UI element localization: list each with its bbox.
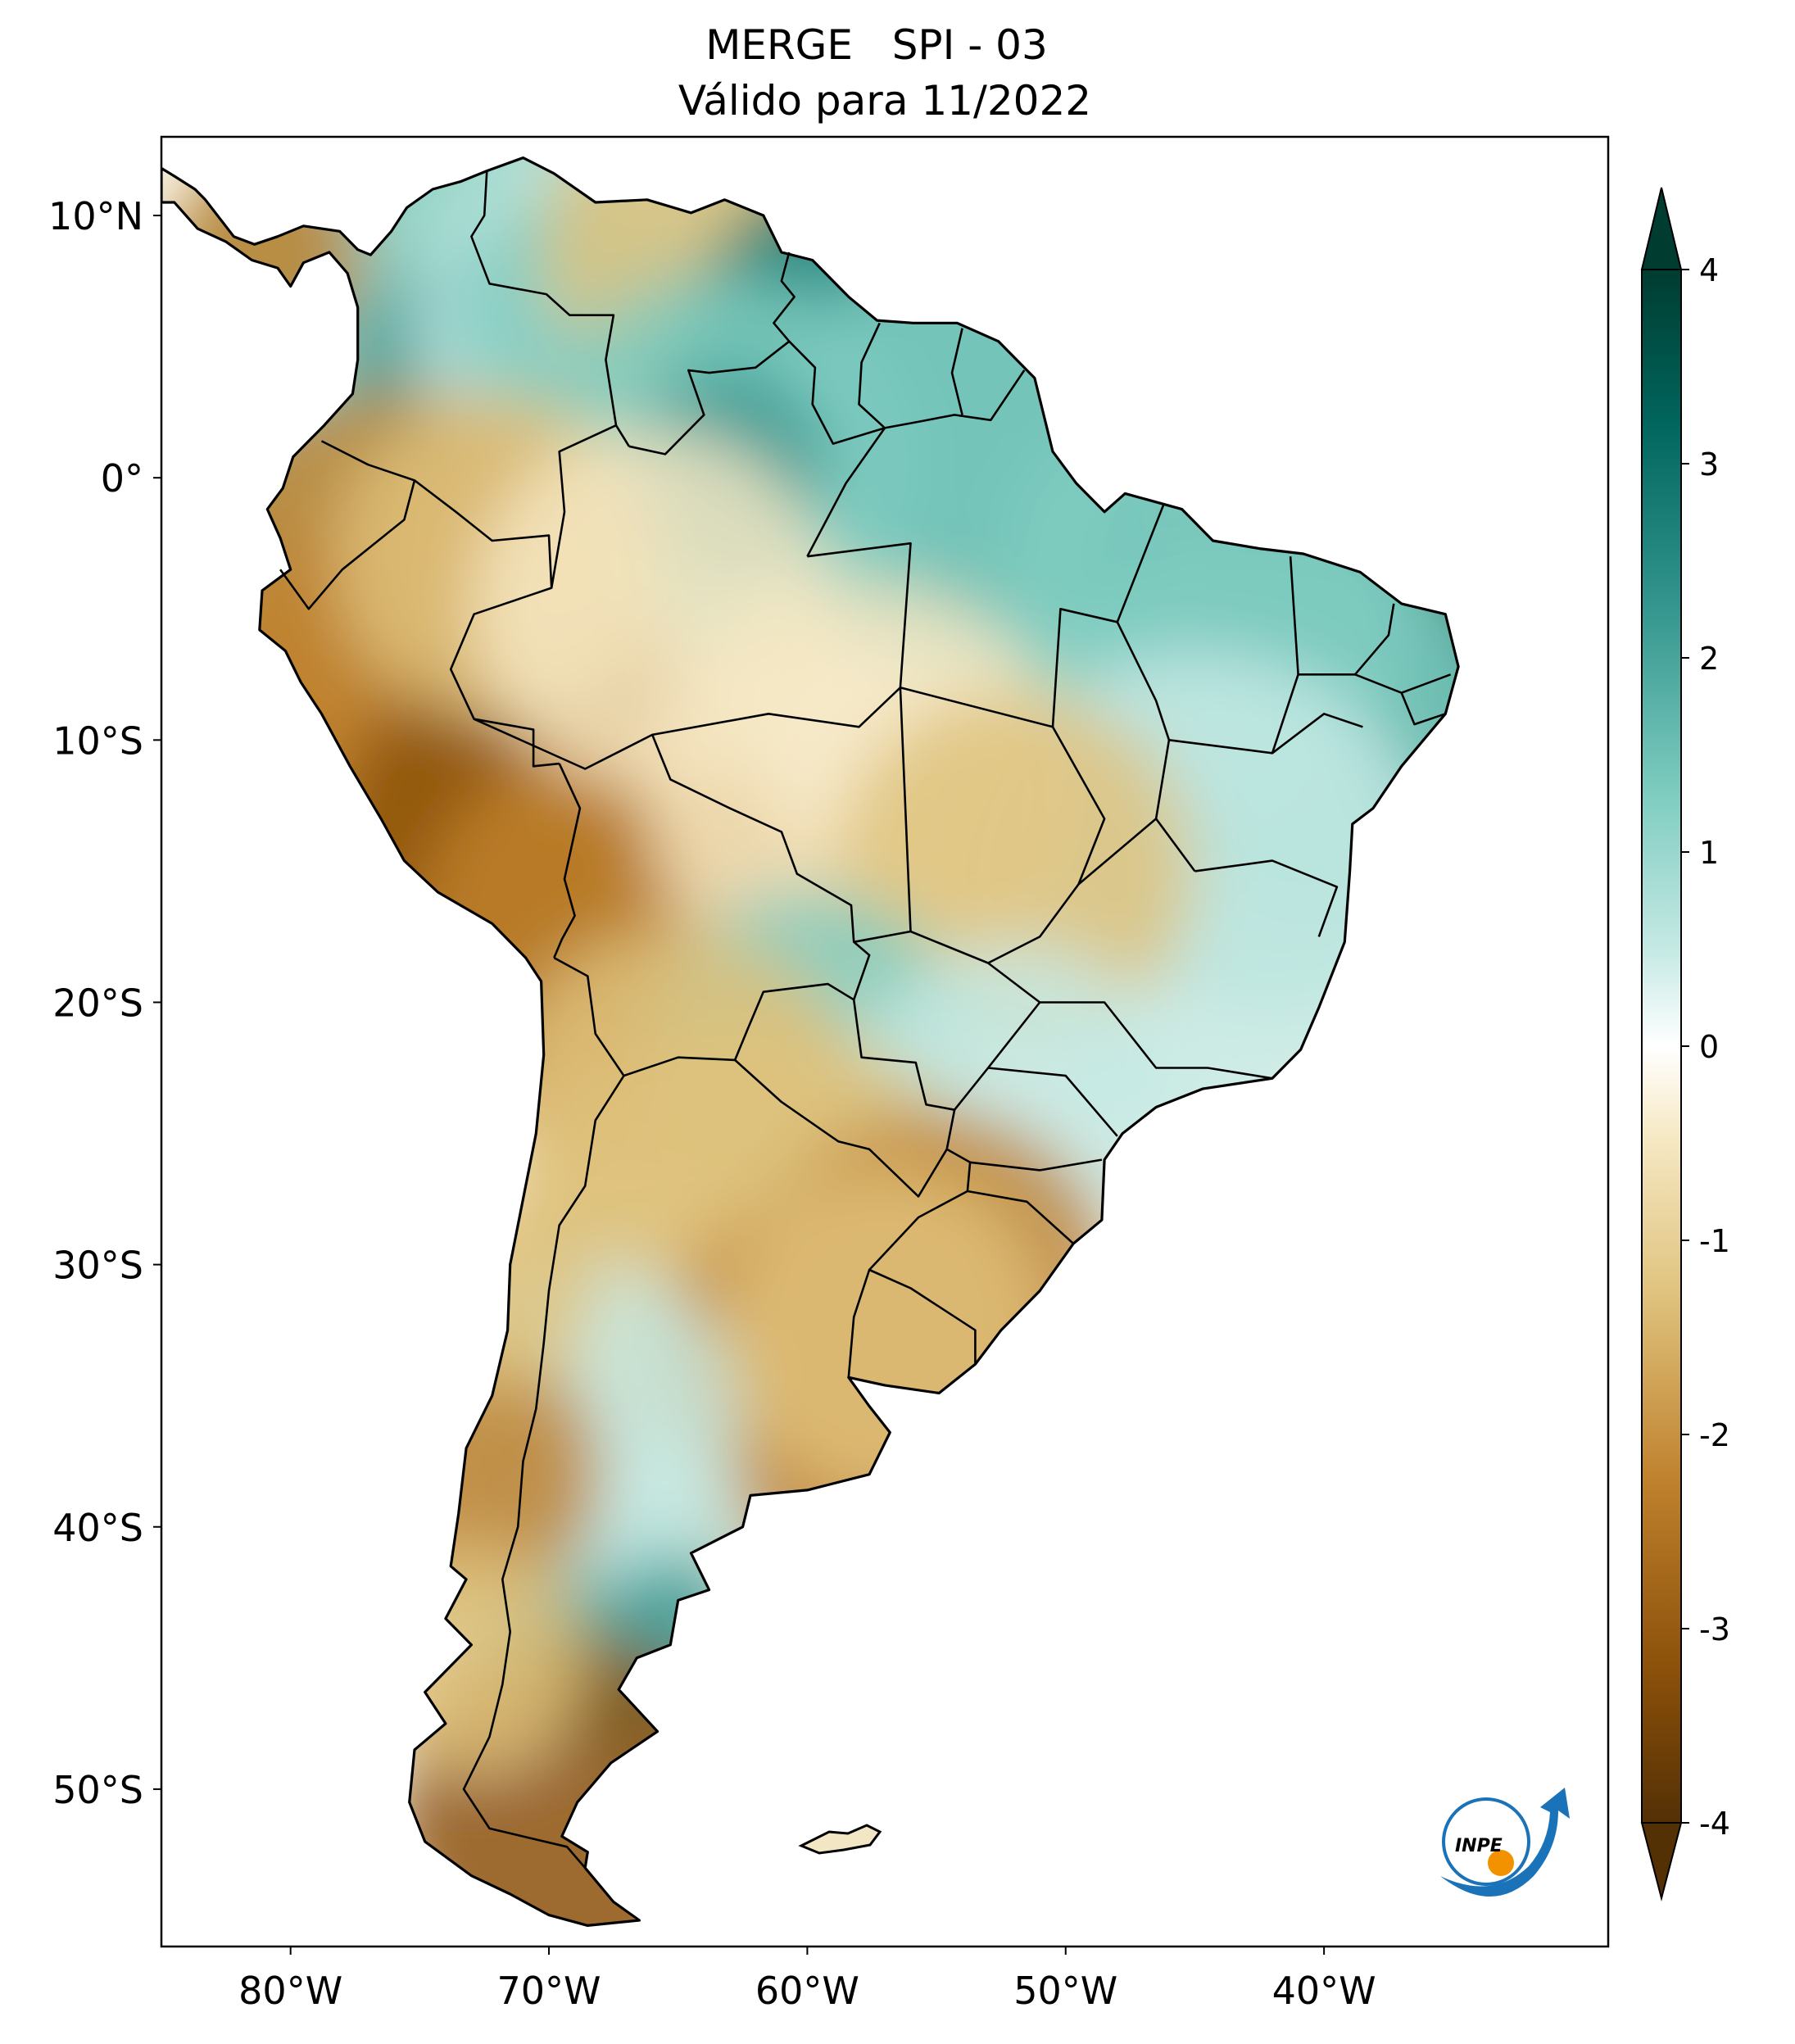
logo-sun	[1488, 1850, 1514, 1876]
border-line	[1051, 503, 1165, 727]
lat-tick-label: 40°S	[52, 1506, 143, 1550]
border-line	[1298, 603, 1395, 676]
border-line	[623, 982, 854, 1077]
coastline	[161, 156, 1460, 1927]
border-line	[847, 1269, 871, 1378]
colorbar-tick-label: -1	[1699, 1223, 1730, 1259]
border-line	[651, 542, 912, 736]
colorbar-upper-extension	[1640, 187, 1683, 270]
inpe-logo: INPE	[1440, 1788, 1570, 1897]
border-line	[950, 328, 963, 415]
border-line	[1194, 859, 1339, 937]
lon-tick-label: 40°W	[1272, 1969, 1376, 2013]
border-line	[967, 1190, 1075, 1244]
lat-tick-label: 0°	[101, 456, 143, 501]
border-line	[806, 427, 886, 557]
border-line	[987, 1067, 1118, 1137]
spi-anomaly-blobs	[161, 157, 1459, 1926]
logo-ring	[1442, 1797, 1530, 1886]
colorbar-tick-label: -2	[1699, 1417, 1730, 1453]
colorbar-lower-extension	[1640, 1822, 1683, 1901]
lat-tick-label: 30°S	[52, 1244, 143, 1288]
map-area	[161, 137, 1608, 1947]
colorbar-tick-label: 1	[1699, 835, 1719, 871]
political-borders	[279, 170, 1452, 1869]
border-line	[1400, 692, 1446, 726]
lat-tick-label: 10°N	[48, 194, 143, 238]
spi-blob	[472, 428, 833, 790]
border-line	[414, 424, 617, 589]
title-line-2: Válido para 11/2022	[678, 77, 1091, 125]
colorbar-tick-label: -4	[1699, 1806, 1730, 1842]
colorbar-tick-label: 0	[1699, 1029, 1719, 1065]
border-line	[969, 1158, 1103, 1172]
colorbar: 4 3 2 1 0 -1 -2 -3 -4	[1640, 187, 1730, 1901]
logo-text: INPE	[1455, 1836, 1503, 1856]
lon-tick-label: 60°W	[755, 1969, 859, 2013]
border-line	[553, 763, 582, 959]
border-line	[899, 687, 912, 932]
colorbar-tick-label: 4	[1699, 252, 1719, 288]
border-line	[1168, 713, 1363, 755]
latitude-axis: 10°N 0° 10°S 20°S 30°S 40°S 50°S	[48, 194, 161, 1812]
colorbar-body	[1641, 269, 1682, 1824]
border-line	[868, 1148, 977, 1365]
border-line	[858, 322, 886, 429]
colorbar-tick-label: 3	[1699, 446, 1719, 483]
falkland-islands	[798, 1824, 882, 1855]
colorbar-ticks: 4 3 2 1 0 -1 -2 -3 -4	[1681, 252, 1730, 1842]
border-line	[900, 687, 1106, 885]
logo-swoosh	[1440, 1788, 1570, 1897]
lon-tick-label: 50°W	[1013, 1969, 1117, 2013]
longitude-axis: 80°W 70°W 60°W 50°W 40°W	[238, 1947, 1376, 2013]
map-frame	[160, 135, 1610, 1948]
title-line-1: MERGE SPI - 03	[705, 21, 1048, 69]
border-line	[462, 956, 625, 1869]
border-line	[470, 170, 630, 447]
lat-tick-label: 20°S	[52, 981, 143, 1025]
border-line	[279, 440, 416, 610]
border-line	[628, 252, 796, 455]
colorbar-tick-label: -3	[1699, 1611, 1730, 1647]
lon-tick-label: 70°W	[497, 1969, 601, 2013]
border-line	[474, 718, 871, 1000]
lon-tick-label: 80°W	[238, 1969, 342, 2013]
lat-tick-label: 10°S	[52, 718, 143, 763]
colorbar-tick-label: 2	[1699, 641, 1719, 677]
lat-tick-label: 50°S	[52, 1768, 143, 1812]
